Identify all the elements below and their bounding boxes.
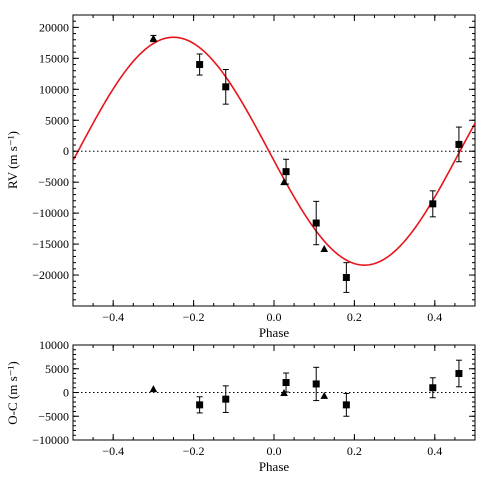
rv-triangle-point [280,178,288,186]
rv-y-tick-label: 0 [63,144,69,158]
residual-square-point [455,370,463,377]
rv-x-tick-label: −0.4 [102,310,124,324]
residual-y-tick-label: 0 [63,386,69,400]
rv-y-tick-label: −15000 [32,237,69,251]
rv-x-tick-label: 0.2 [347,310,362,324]
rv-square-point [342,274,350,282]
rv-y-tick-label: 20000 [39,20,69,34]
rv-square-point [196,61,204,69]
rv-ticks: −0.4 −0.2 0.0 0.2 0.4 20000 15000 10000 5000 0 −50… [32,14,476,324]
rv-y-tick-label: −20000 [32,268,69,282]
residual-y-tick-label: −10000 [32,433,69,447]
rv-y-tick-label: 5000 [45,113,69,127]
residual-x-tick-label: −0.2 [183,444,205,458]
residual-data-points [149,359,463,417]
rv-x-axis-label: Phase [259,325,290,340]
residual-square-point [282,379,290,387]
rv-y-tick-label: −5000 [38,175,69,189]
rv-square-point [429,200,437,208]
residual-triangle-point [149,385,158,393]
residual-square-point [342,401,350,409]
residual-x-tick-label: −0.4 [102,444,124,458]
rv-y-tick-label: 10000 [39,82,69,96]
residual-triangle-point [320,391,329,399]
rv-triangle-point [149,34,158,42]
rv-y-tick-label: 15000 [39,51,69,65]
residual-panel: −0.4 −0.2 0.0 0.2 0.4 10000 5000 0 −5000 −10000 P… [5,338,476,474]
rv-square-point [282,168,290,176]
residual-y-axis-label: O-C (m s⁻¹) [5,361,20,424]
residual-y-tick-label: 10000 [39,338,69,352]
residual-square-point [222,395,230,403]
rv-square-point [455,140,463,148]
residual-x-tick-label: 0.4 [427,444,442,458]
residual-square-point [312,380,320,388]
rv-model-curve [73,36,475,266]
rv-square-point [312,219,320,227]
rv-data-points [149,34,463,293]
residual-square-point [196,401,204,409]
residual-ticks: −0.4 −0.2 0.0 0.2 0.4 10000 5000 0 −5000 −10000 [32,338,476,458]
rv-x-tick-label: 0.0 [267,310,282,324]
residual-x-tick-label: 0.2 [347,444,362,458]
residual-x-axis-label: Phase [259,459,290,474]
residual-square-point [429,384,437,392]
residual-triangle-point [280,388,288,396]
rv-y-axis-label: RV (m s⁻¹) [5,131,20,189]
rv-square-point [222,83,230,91]
rv-x-tick-label: −0.2 [183,310,205,324]
residual-x-tick-label: 0.0 [267,444,282,458]
rv-triangle-point [320,245,329,253]
rv-y-tick-label: −10000 [32,206,69,220]
residual-y-tick-label: −5000 [38,409,69,423]
rv-panel: −0.4 −0.2 0.0 0.2 0.4 20000 15000 10000 5000 0 −50… [5,14,476,340]
rv-x-tick-label: 0.4 [427,310,442,324]
residual-y-tick-label: 5000 [45,362,69,376]
